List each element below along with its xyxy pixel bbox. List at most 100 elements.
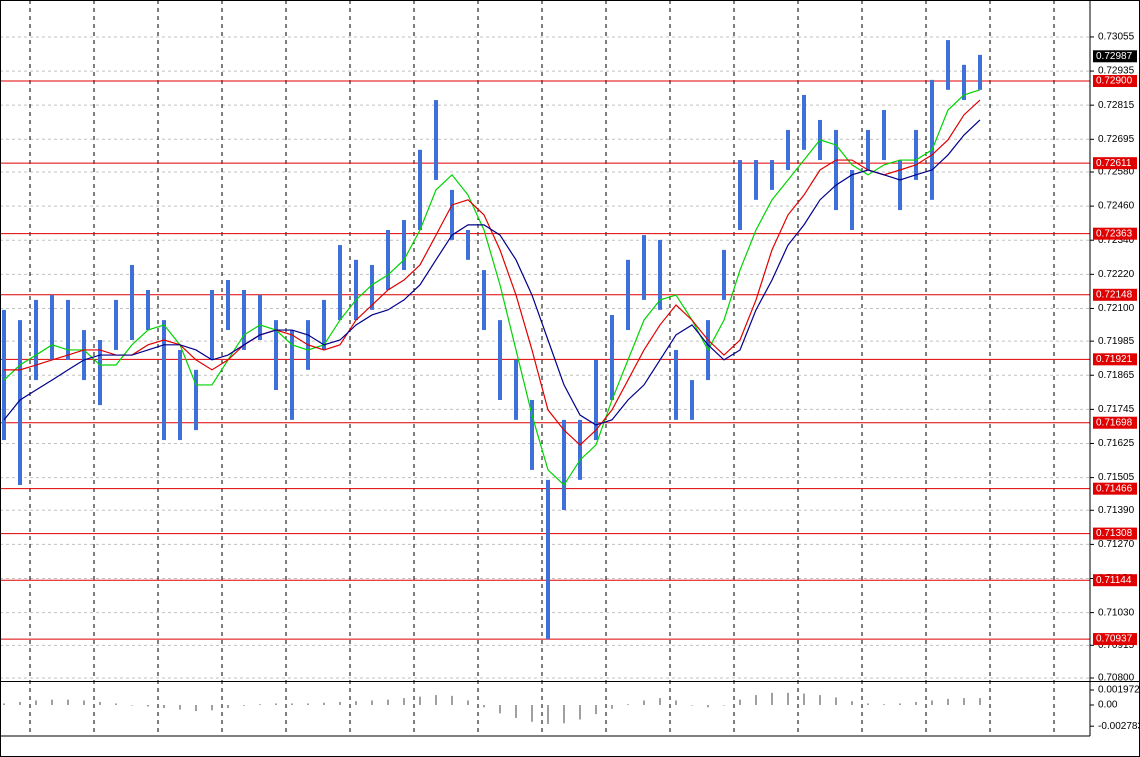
price-bar [690,380,694,420]
price-bar [914,129,918,180]
oscillator-bar [499,705,501,714]
oscillator-bar [259,704,261,706]
last-price-box [1093,50,1137,63]
oscillator-bar [835,697,837,706]
price-bar [546,479,550,640]
y-tick-label: 0.71745 [1098,404,1135,415]
oscillator-bar [483,705,485,708]
price-bar [242,289,246,350]
price-bar [610,314,614,400]
price-bar [194,369,198,431]
oscillator-bar [435,695,437,706]
price-bar [978,54,982,90]
oscillator-bar [131,705,133,706]
price-bar [162,320,166,441]
level-label: 0.71308 [1096,528,1133,539]
oscillator-bar [595,705,597,715]
oscillator-bar [963,698,965,706]
level-label-box [1093,527,1137,540]
level-label-box [1093,75,1137,88]
moving-average [3,89,981,486]
price-bar [18,320,22,485]
oscillator-bar [707,705,709,708]
price-bar [946,40,950,90]
price-bar [338,245,342,321]
price-bar [514,359,518,420]
moving-average [4,99,981,446]
y-tick-label: 0.70800 [1098,673,1135,684]
price-bar [866,129,870,170]
oscillator-bar [915,701,917,706]
price-bar [418,149,422,230]
price-bar [722,249,726,300]
moving-average [3,119,981,426]
level-label: 0.70937 [1096,634,1133,645]
level-label: 0.72363 [1096,228,1133,239]
price-bar [754,160,758,200]
price-bar [146,289,150,331]
level-label: 0.72900 [1096,76,1133,87]
y-tick-label: 0.72695 [1098,134,1135,145]
oscillator-bar [307,703,309,706]
oscillator-bar [19,701,21,706]
oscillator-bar [339,701,341,706]
oscillator-bar [3,703,5,706]
price-bar [466,229,470,260]
y-tick-label: -0.002783 [1098,721,1140,732]
last-price-label: 0.72987 [1096,51,1133,62]
y-tick-label: 0.00 [1098,700,1118,711]
level-label-box [1093,353,1137,366]
oscillator-bar [547,705,549,725]
price-bar [274,320,278,391]
oscillator-bar [771,692,773,706]
price-bar [834,129,838,211]
price-bar [50,295,54,360]
level-label: 0.71466 [1096,483,1133,494]
oscillator-bar [99,701,101,706]
price-bar [562,419,566,510]
y-tick-label: 0.001972 [1098,685,1140,696]
y-tick-label: 0.71030 [1098,607,1135,618]
price-bar [178,349,182,441]
level-label-box [1093,227,1137,240]
price-bar [898,160,902,211]
price-bar [2,309,6,441]
y-tick-label: 0.72460 [1098,201,1135,212]
price-bar [82,330,86,381]
price-bar [802,94,806,150]
oscillator-bar [419,696,421,706]
oscillator-bar [403,698,405,706]
oscillator-bar [691,705,693,706]
oscillator-bar [387,699,389,706]
oscillator-bar [35,700,37,706]
price-bar [322,299,326,350]
price-bar [386,229,390,290]
level-label-box [1093,416,1137,429]
y-tick-label: 0.72935 [1098,66,1135,77]
y-tick-label: 0.71865 [1098,370,1135,381]
y-tick-label: 0.71390 [1098,505,1135,516]
oscillator-bar [563,705,565,724]
oscillator-bar [579,705,581,720]
price-bar [578,419,582,480]
oscillator-bar [195,705,197,712]
price-bar [98,340,102,406]
oscillator-bar [451,695,453,706]
price-bar [642,235,646,300]
y-tick-label: 0.71625 [1098,438,1135,449]
plot-area: 16 Feb 16:0017 Feb 08:0018 Feb 00:0018 F… [0,0,1090,736]
oscillator-bar [371,700,373,706]
oscillator-bar [819,695,821,706]
oscillator-bar [115,703,117,706]
price-bar [434,100,438,180]
oscillator-bar [515,705,517,718]
y-tick-label: 0.72100 [1098,303,1135,314]
price-bar [530,399,534,470]
oscillator-bar [851,701,853,706]
price-bar [226,280,230,331]
price-bar [354,259,358,321]
oscillator-bar [531,705,533,722]
price-bar [882,110,886,161]
level-label: 0.71921 [1096,354,1133,365]
